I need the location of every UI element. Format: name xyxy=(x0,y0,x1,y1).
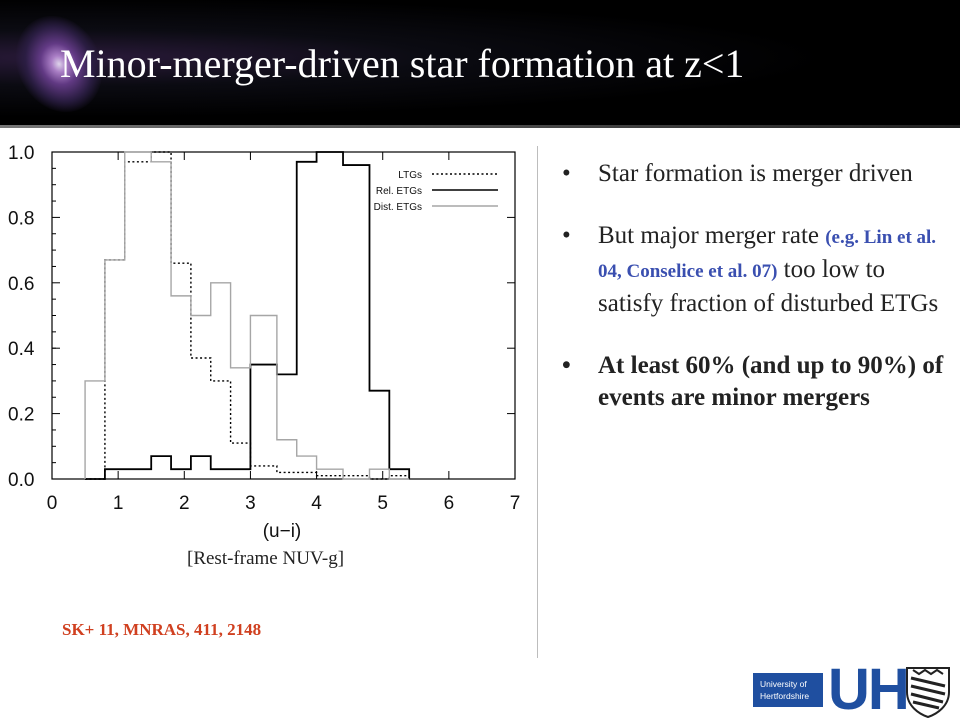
reference-citation: SK+ 11, MNRAS, 411, 2148 xyxy=(62,620,262,639)
y-axis: 0.0 0.2 0.4 0.6 0.8 1.0 xyxy=(8,143,515,491)
legend-label: Rel. ETGs xyxy=(376,186,422,197)
column-divider xyxy=(537,146,538,658)
logo-line-2: Hertfordshire xyxy=(760,691,810,701)
x-axis-label: (u−i) xyxy=(263,521,302,542)
x-tick-label: 5 xyxy=(377,493,388,514)
legend-label: Dist. ETGs xyxy=(374,202,422,213)
y-tick-label: 1.0 xyxy=(8,143,34,164)
y-tick-label: 0.6 xyxy=(8,274,34,295)
y-tick-label: 0.2 xyxy=(8,405,34,426)
x-tick-label: 0 xyxy=(47,493,58,514)
plot-frame xyxy=(51,151,516,480)
university-logo-text: University of Hertfordshire xyxy=(753,673,823,707)
histogram-chart: 0 1 2 3 4 5 6 7 0.0 0.2 0.4 0.6 0.8 1.0 LTGs Rel. ETG… xyxy=(8,143,521,542)
series-line-ltgs xyxy=(85,151,410,480)
bullet-item: But major merger rate (e.g. Lin et al. 0… xyxy=(560,220,950,320)
bullet-text: But major merger rate xyxy=(598,222,826,249)
y-tick-label: 0.8 xyxy=(8,208,34,229)
chart-caption: [Rest-frame NUV-g] xyxy=(187,548,345,569)
series-line-dist-etgs xyxy=(84,151,410,480)
legend-label: LTGs xyxy=(398,170,422,181)
bullet-item: Star formation is merger driven xyxy=(560,158,950,190)
series-layer xyxy=(84,151,411,480)
y-tick-label: 0.4 xyxy=(8,339,35,360)
x-tick-label: 1 xyxy=(113,493,124,514)
x-tick-label: 6 xyxy=(444,493,455,514)
legend: LTGs Rel. ETGs Dist. ETGs xyxy=(374,170,498,213)
x-tick-label: 3 xyxy=(245,493,256,514)
slide-header: Minor-merger-driven star formation at z<… xyxy=(0,0,960,128)
x-tick-label: 2 xyxy=(179,493,190,514)
bullet-citation: (e.g. Lin et al. 04, Conselice et al. 07… xyxy=(598,227,937,282)
x-tick-label: 7 xyxy=(510,493,521,514)
logo-line-1: University of xyxy=(760,679,807,689)
bullet-text: Star formation is merger driven xyxy=(598,160,913,187)
bullet-item: At least 60% (and up to 90%) of events a… xyxy=(560,350,950,414)
shield-crest-icon xyxy=(906,667,950,718)
uh-logo-mark: UH xyxy=(828,657,910,722)
slide-title: Minor-merger-driven star formation at z<… xyxy=(60,41,745,86)
plot-area xyxy=(51,151,516,480)
bullet-text: too low to satisfy fraction of disturbed… xyxy=(598,256,939,317)
x-tick-label: 4 xyxy=(311,493,322,514)
bullet-text: At least 60% (and up to 90%) of events a… xyxy=(598,352,944,411)
bullet-list: Star formation is merger driven But majo… xyxy=(560,158,950,444)
series-line-rel-etgs xyxy=(85,151,411,480)
y-tick-label: 0.0 xyxy=(8,470,34,491)
